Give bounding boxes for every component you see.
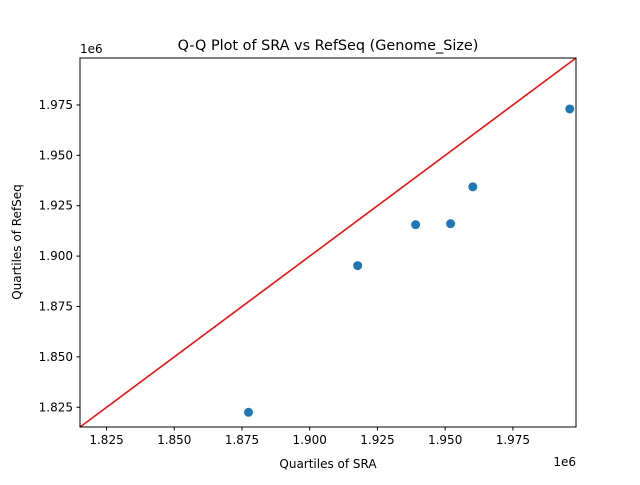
x-tick-label: 1.875 bbox=[225, 433, 259, 447]
x-tick-label: 1.950 bbox=[428, 433, 462, 447]
y-tick-label: 1.875 bbox=[39, 299, 73, 313]
axes-frame bbox=[79, 57, 577, 428]
y-axis-label: Quartiles of RefSeq bbox=[10, 184, 24, 300]
data-point bbox=[243, 407, 253, 417]
y-tick-label: 1.975 bbox=[39, 98, 73, 112]
y-offset-label: 1e6 bbox=[80, 42, 103, 56]
x-offset-label: 1e6 bbox=[553, 455, 576, 469]
y-tick-label: 1.925 bbox=[39, 199, 73, 213]
x-axis-label: Quartiles of SRA bbox=[279, 457, 377, 471]
x-tick-label: 1.900 bbox=[293, 433, 327, 447]
y-tick-label: 1.850 bbox=[39, 350, 73, 364]
x-tick-label: 1.825 bbox=[89, 433, 123, 447]
data-point bbox=[565, 104, 575, 114]
data-point bbox=[446, 219, 456, 229]
data-point bbox=[411, 220, 421, 230]
y-tick-label: 1.900 bbox=[39, 249, 73, 263]
data-point bbox=[353, 261, 363, 271]
x-tick-label: 1.925 bbox=[360, 433, 394, 447]
data-point bbox=[468, 182, 478, 192]
reference-line-y-equals-x bbox=[80, 58, 576, 427]
x-tick-label: 1.850 bbox=[157, 433, 191, 447]
chart-title: Q-Q Plot of SRA vs RefSeq (Genome_Size) bbox=[178, 38, 479, 54]
y-tick-label: 1.825 bbox=[39, 400, 73, 414]
x-tick-label: 1.975 bbox=[496, 433, 530, 447]
y-tick-label: 1.950 bbox=[39, 148, 73, 162]
